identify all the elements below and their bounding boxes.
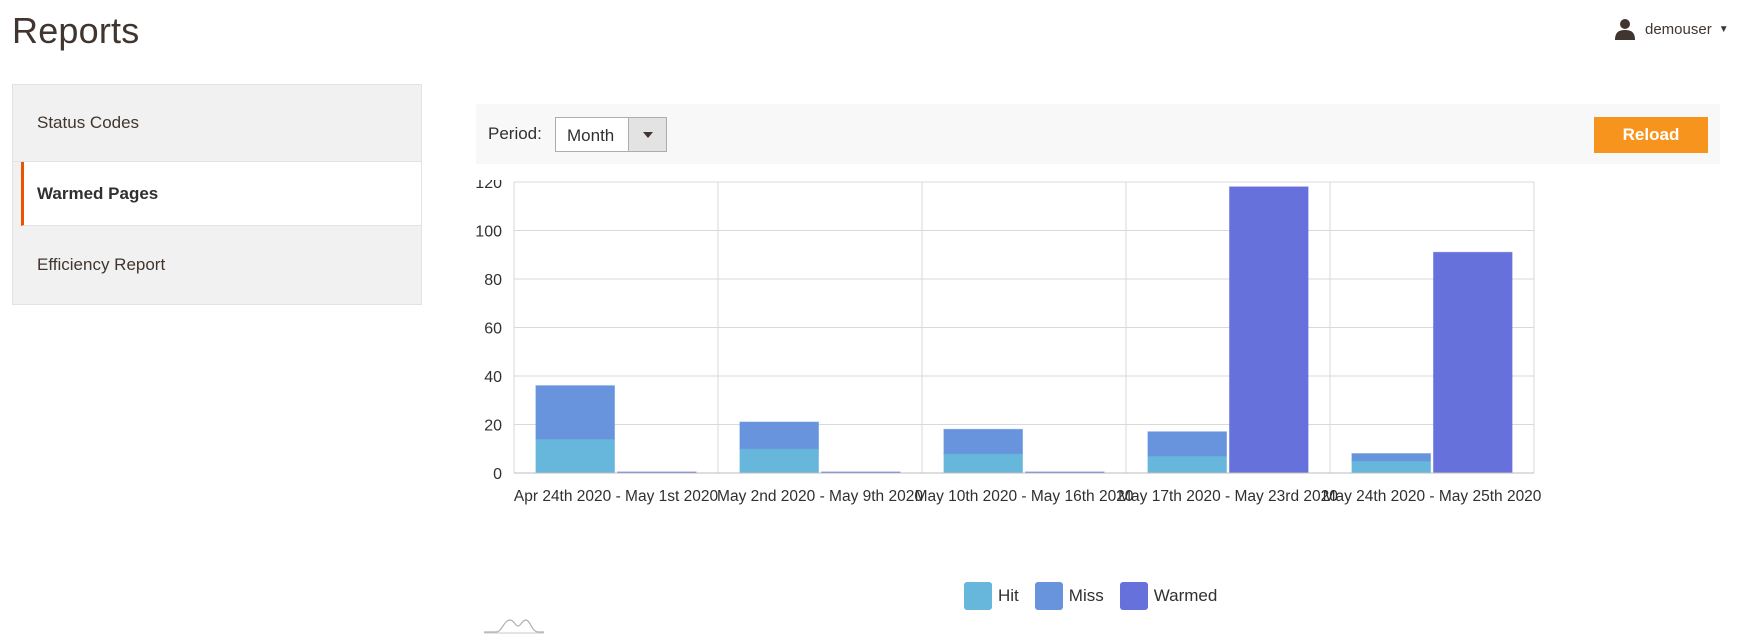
chart-legend: Hit Miss Warmed (964, 582, 1233, 610)
bar-hit (943, 453, 1023, 474)
legend-swatch-hit (964, 582, 992, 610)
period-label: Period: (488, 124, 542, 143)
user-name: demouser (1645, 20, 1712, 38)
bar-hit (535, 438, 615, 474)
legend-item-warmed[interactable]: Warmed (1119, 582, 1218, 610)
bar-miss (943, 428, 1023, 455)
chart-scrollbar-icon[interactable] (482, 614, 546, 634)
legend-swatch-warmed (1119, 582, 1148, 610)
y-tick-label: 40 (484, 369, 502, 386)
period-select[interactable]: Month (555, 117, 667, 152)
y-tick-label: 60 (484, 321, 502, 338)
x-tick-label: May 17th 2020 - May 23rd 2020 (1118, 488, 1338, 505)
bar-miss (739, 421, 819, 450)
page-title: Reports (12, 10, 140, 51)
sidebar-item-label: Warmed Pages (37, 183, 159, 203)
period-select-value: Month (567, 126, 615, 145)
sidebar-item-label: Status Codes (37, 113, 140, 132)
chevron-down-icon (628, 118, 666, 151)
x-tick-label: May 24th 2020 - May 25th 2020 (1323, 488, 1542, 505)
y-tick-label: 0 (493, 466, 502, 483)
legend-label-miss: Miss (1068, 586, 1104, 605)
user-menu[interactable]: demouser ▼ (1614, 18, 1729, 40)
legend-item-miss[interactable]: Miss (1034, 582, 1104, 610)
user-icon (1614, 18, 1636, 40)
bar-miss (535, 385, 615, 440)
report-toolbar: Period: Month Reload (476, 104, 1720, 164)
bar-miss (1351, 453, 1431, 462)
x-tick-label: May 2nd 2020 - May 9th 2020 (717, 488, 923, 505)
x-tick-label: Apr 24th 2020 - May 1st 2020 (514, 488, 719, 505)
sidebar-item-efficiency-report[interactable]: Efficiency Report (13, 226, 421, 304)
y-tick-label: 20 (484, 418, 502, 435)
legend-label-hit: Hit (998, 586, 1019, 605)
bar-warmed (1229, 186, 1309, 474)
reload-button[interactable]: Reload (1594, 117, 1708, 153)
sidebar-item-warmed-pages[interactable]: Warmed Pages (21, 162, 421, 226)
bar-warmed (1433, 251, 1513, 474)
y-tick-label: 120 (476, 180, 502, 192)
report-sidebar: Status Codes Warmed Pages Efficiency Rep… (12, 84, 422, 305)
chart-svg: 0 20 40 60 80 100 120 Apr 24th 2020 - May 1st 2… (475, 175, 1542, 505)
chevron-down-icon: ▼ (1718, 23, 1729, 35)
sidebar-item-status-codes[interactable]: Status Codes (13, 85, 421, 162)
warmed-pages-chart: 0 20 40 60 80 100 120 Apr 24th 2020 - May 1st 2… (475, 175, 1744, 643)
sidebar-item-label: Efficiency Report (37, 255, 166, 274)
bar-miss (1147, 431, 1227, 457)
legend-swatch-miss (1034, 582, 1063, 610)
legend-label-warmed: Warmed (1153, 586, 1218, 605)
bar-hit (1147, 455, 1227, 474)
y-tick-label: 100 (476, 224, 502, 241)
y-tick-label: 80 (484, 272, 502, 289)
legend-item-hit[interactable]: Hit (964, 582, 1019, 610)
bar-hit (1351, 460, 1431, 474)
bar-hit (739, 448, 819, 474)
x-tick-label: May 10th 2020 - May 16th 2020 (915, 488, 1134, 505)
